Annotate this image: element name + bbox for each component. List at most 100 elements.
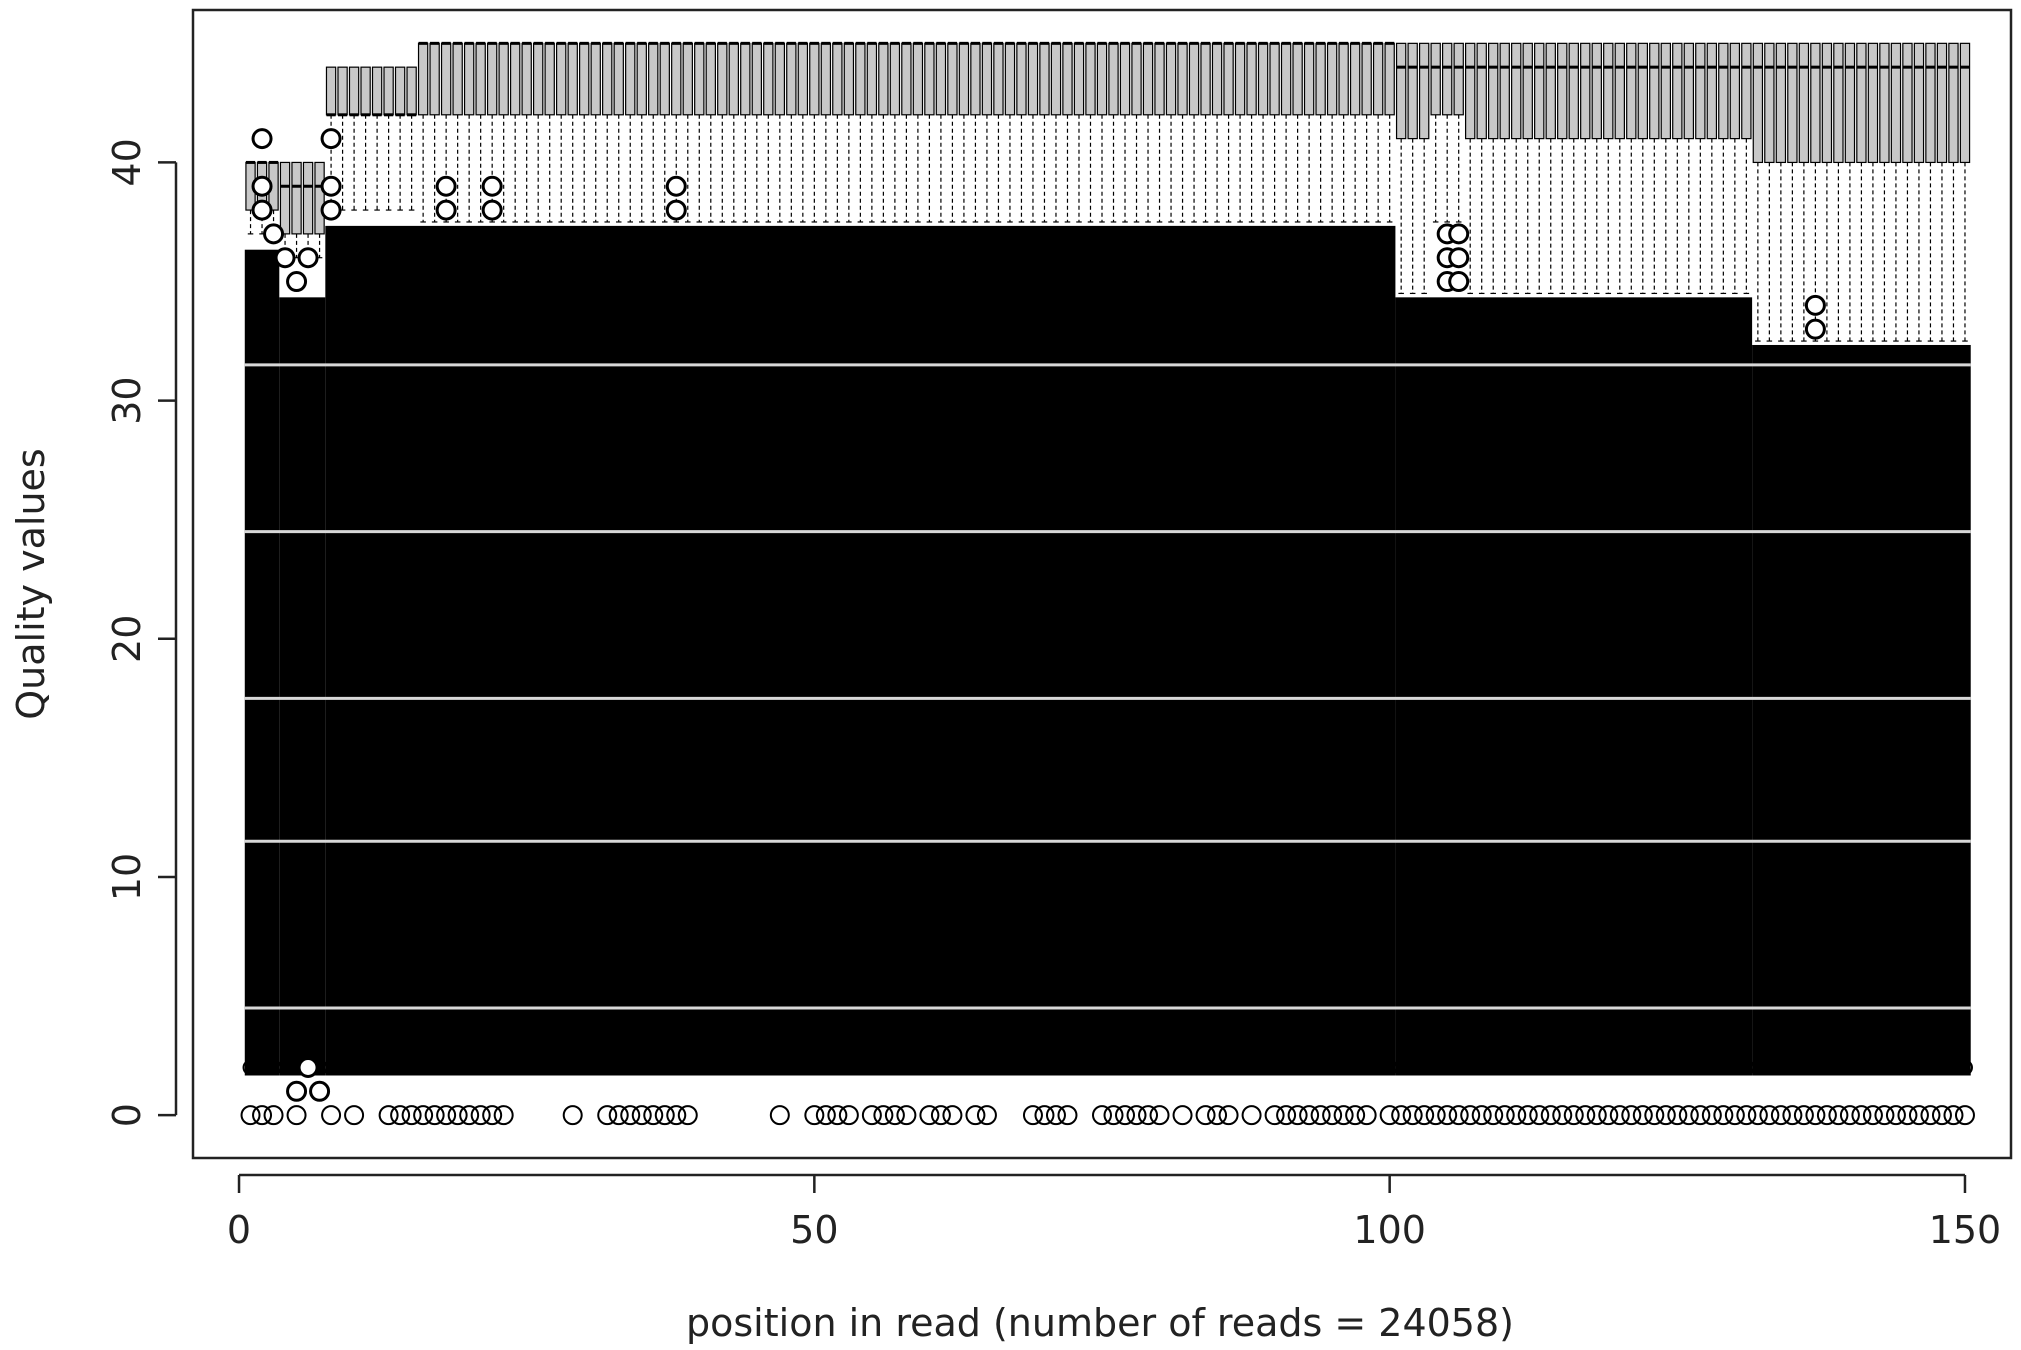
box-78 <box>1131 42 1142 116</box>
outlier-q2-64 <box>967 1059 984 1076</box>
box-71 <box>1050 42 1062 116</box>
outlier-zero-128 <box>1701 1105 1722 1126</box>
box-75 <box>1096 42 1108 116</box>
outlier-zero-96 <box>1333 1105 1354 1126</box>
outlier-zero-95 <box>1322 1105 1343 1126</box>
box-22 <box>486 42 498 116</box>
outlier-point-10 <box>665 175 687 197</box>
outlier-zero-79 <box>1138 1105 1159 1126</box>
box-92 <box>1292 42 1303 116</box>
box-94 <box>1315 42 1326 116</box>
outlier-zero-120 <box>1609 1105 1630 1126</box>
outlier-q2-72 <box>1059 1059 1076 1076</box>
box-13 <box>383 66 394 116</box>
outlier-zero-127 <box>1690 1105 1711 1126</box>
box-89 <box>1257 42 1269 116</box>
box-39 <box>682 42 693 116</box>
outlier-zero-134 <box>1770 1105 1791 1126</box>
outlier-point-3 <box>251 199 273 221</box>
outlier-band-4 <box>1752 344 1971 1076</box>
box-106 <box>1453 42 1464 116</box>
outlier-q2-31 <box>587 1059 604 1076</box>
box-91 <box>1280 42 1292 116</box>
outlier-point-2 <box>251 175 273 197</box>
box-98 <box>1361 42 1372 116</box>
outlier-point-1 <box>320 128 342 150</box>
box-147 <box>1925 42 1936 164</box>
outlier-zero-32 <box>597 1105 618 1126</box>
box-41 <box>705 42 716 116</box>
outlier-zero-52 <box>827 1105 848 1126</box>
outlier-q2-121 <box>1623 1059 1640 1076</box>
outlier-q2-59 <box>909 1059 926 1076</box>
box-38 <box>671 42 682 116</box>
box-77 <box>1119 42 1131 116</box>
box-96 <box>1338 42 1349 116</box>
outlier-q2-111 <box>1508 1059 1525 1076</box>
outlier-q2-141 <box>1853 1059 1870 1076</box>
outlier-q2-95 <box>1324 1059 1341 1076</box>
outlier-q2-62 <box>944 1059 961 1076</box>
outlier-zero-97 <box>1345 1105 1366 1126</box>
box-15 <box>406 66 417 116</box>
box-32 <box>602 42 613 116</box>
outlier-q2-14 <box>392 1059 409 1076</box>
outlier-q2-36 <box>645 1059 662 1076</box>
box-66 <box>993 42 1004 116</box>
box-142 <box>1867 42 1879 164</box>
outlier-q2-115 <box>1554 1059 1571 1076</box>
outlier-zero-135 <box>1782 1105 1803 1126</box>
box-112 <box>1522 42 1533 140</box>
outlier-q2-82 <box>1174 1059 1191 1076</box>
outlier-q2-100 <box>1381 1059 1398 1076</box>
box-73 <box>1073 42 1085 116</box>
box-37 <box>659 42 670 116</box>
outlier-point-25 <box>309 1080 331 1102</box>
outlier-zero-137 <box>1805 1105 1826 1126</box>
outlier-zero-139 <box>1828 1105 1849 1126</box>
outlier-zero-64 <box>965 1105 986 1126</box>
outlier-point-11 <box>665 199 687 221</box>
outlier-q2-146 <box>1910 1059 1927 1076</box>
outlier-q2-17 <box>426 1059 443 1076</box>
outlier-zero-14 <box>390 1105 411 1126</box>
outlier-q2-58 <box>898 1059 915 1076</box>
outlier-q2-96 <box>1335 1059 1352 1076</box>
outlier-zero-72 <box>1057 1105 1078 1126</box>
outlier-q2-132 <box>1749 1059 1766 1076</box>
box-136 <box>1798 42 1810 164</box>
outlier-q2-136 <box>1795 1059 1812 1076</box>
outlier-zero-13 <box>378 1105 399 1126</box>
outlier-q2-90 <box>1266 1059 1283 1076</box>
outlier-zero-112 <box>1517 1105 1538 1126</box>
box-95 <box>1326 42 1338 116</box>
outlier-zero-148 <box>1931 1105 1952 1126</box>
outlier-zero-75 <box>1092 1105 1112 1126</box>
outlier-q2-137 <box>1807 1059 1824 1076</box>
box-117 <box>1580 42 1591 140</box>
outlier-q2-80 <box>1151 1059 1168 1076</box>
outlier-zero-117 <box>1575 1105 1596 1126</box>
outlier-q2-105 <box>1439 1059 1456 1076</box>
outlier-q2-97 <box>1347 1059 1364 1076</box>
outlier-q2-51 <box>817 1059 834 1076</box>
box-34 <box>625 42 636 116</box>
box-82 <box>1177 42 1188 116</box>
outlier-zero-50 <box>804 1105 825 1126</box>
box-129 <box>1718 42 1729 140</box>
box-124 <box>1660 42 1672 140</box>
box-11 <box>360 66 371 116</box>
box-127 <box>1695 42 1706 140</box>
outlier-q2-138 <box>1818 1059 1835 1076</box>
box-24 <box>509 42 521 116</box>
box-51 <box>820 42 832 116</box>
outlier-zero-34 <box>620 1105 641 1126</box>
x-tick-label: 0 <box>227 1208 251 1252</box>
box-149 <box>1948 42 1959 164</box>
outlier-zero-58 <box>896 1105 917 1126</box>
outlier-q2-71 <box>1047 1059 1064 1076</box>
outlier-zero-110 <box>1494 1105 1515 1126</box>
outlier-zero-108 <box>1471 1105 1492 1126</box>
box-99 <box>1372 42 1384 116</box>
